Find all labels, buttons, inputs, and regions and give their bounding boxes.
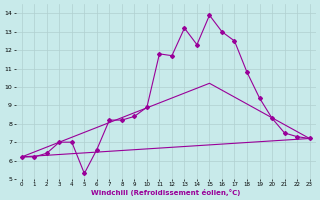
X-axis label: Windchill (Refroidissement éolien,°C): Windchill (Refroidissement éolien,°C) [91, 189, 240, 196]
